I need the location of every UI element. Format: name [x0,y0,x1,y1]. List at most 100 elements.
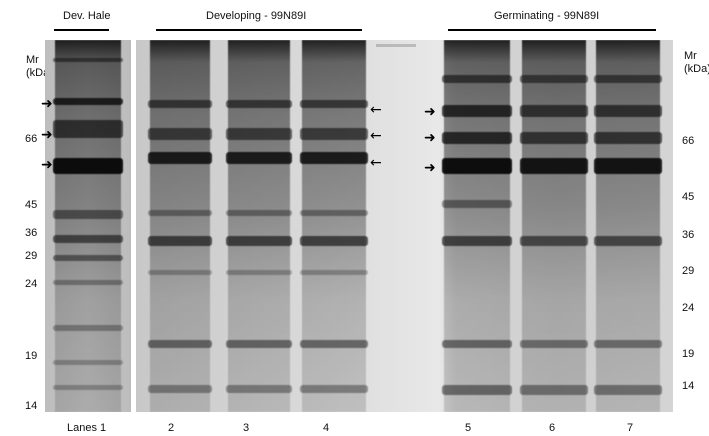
band [594,75,662,83]
band [148,236,212,246]
lanes-label: Lanes 1 [67,422,107,434]
header-germinating: Germinating - 99N89I [494,10,600,22]
band [226,100,292,108]
band [442,132,512,144]
mr-left-tick: 14 [25,400,38,412]
band [594,132,662,144]
mr-left-tick: 66 [25,133,38,145]
arrow-left-icon: ← [370,128,382,144]
band [442,105,512,117]
band [53,280,123,285]
mr-left-tick: 19 [25,350,38,362]
band [53,325,123,331]
band [594,105,662,117]
band [53,235,123,243]
lane-number: 7 [627,422,634,434]
mr-right-tick: 19 [682,348,695,360]
mr-left-tick: 29 [25,250,38,262]
header-dev-hale: Dev. Hale [63,10,111,22]
mr-right-title-1: Mr [684,50,697,62]
lane-number: 2 [168,422,175,434]
band [520,75,588,83]
band [300,236,368,246]
band [442,200,512,208]
band [226,152,292,164]
band [594,385,662,395]
band [148,270,212,275]
band [442,158,512,174]
lane-number: 3 [243,422,250,434]
gel-lane-4 [300,40,368,412]
band [442,75,512,83]
band [594,158,662,174]
gel-lane-7 [594,40,662,412]
mr-right-tick: 29 [682,265,695,277]
gel-panel-germinating [438,40,673,412]
arrow-right-icon: ➜ [424,130,436,146]
band [53,255,123,261]
band [148,385,212,393]
band [520,385,588,395]
band [53,360,123,365]
band [53,210,123,219]
arrow-right-icon: ➜ [41,96,53,112]
band [53,120,123,138]
band [300,340,368,348]
band [226,270,292,275]
mr-left-tick: 45 [25,199,38,211]
band [520,236,588,246]
band [300,385,368,393]
gel-lane-6 [520,40,588,412]
gel-blank-lane-mark [376,44,416,47]
band [300,128,368,140]
band [520,340,588,348]
band [442,340,512,348]
band [520,132,588,144]
gel-lane-1 [53,40,123,412]
mr-left-title-1: Mr [26,54,39,66]
band [594,340,662,348]
mr-left-tick: 36 [25,227,38,239]
mr-right-tick: 14 [682,380,695,392]
mr-right-tick: 66 [682,135,695,147]
gel-panel-dev-hale [45,40,131,412]
band [148,340,212,348]
gel-lane-2 [148,40,212,412]
arrow-right-icon: ➜ [41,127,53,143]
arrow-right-icon: ➜ [424,160,436,176]
gel-panel-developing [136,40,438,412]
band [148,152,212,164]
arrow-right-icon: ➜ [41,157,53,173]
band [594,236,662,246]
band [148,128,212,140]
header-developing-line [156,29,362,31]
arrow-right-icon: ➜ [424,104,436,120]
band [226,128,292,140]
band [442,385,512,395]
gel-lane-3 [226,40,292,412]
band [226,210,292,216]
band [53,98,123,105]
mr-right-title-2: (kDa) [684,63,709,75]
mr-right-tick: 45 [682,191,695,203]
arrow-left-icon: ← [370,102,382,118]
band [300,100,368,108]
arrow-left-icon: ← [370,155,382,171]
mr-left-tick: 24 [25,278,38,290]
header-dev-hale-line [54,29,109,31]
band [442,236,512,246]
band [520,105,588,117]
band [226,236,292,246]
mr-right-tick: 36 [682,229,695,241]
band [148,210,212,216]
lane-number: 5 [465,422,472,434]
band [300,270,368,275]
header-germinating-line [448,29,656,31]
band [53,385,123,390]
lane-number: 4 [323,422,330,434]
header-developing: Developing - 99N89I [206,10,307,22]
band [300,210,368,216]
lane-number: 6 [549,422,556,434]
band [148,100,212,108]
band [53,58,123,62]
